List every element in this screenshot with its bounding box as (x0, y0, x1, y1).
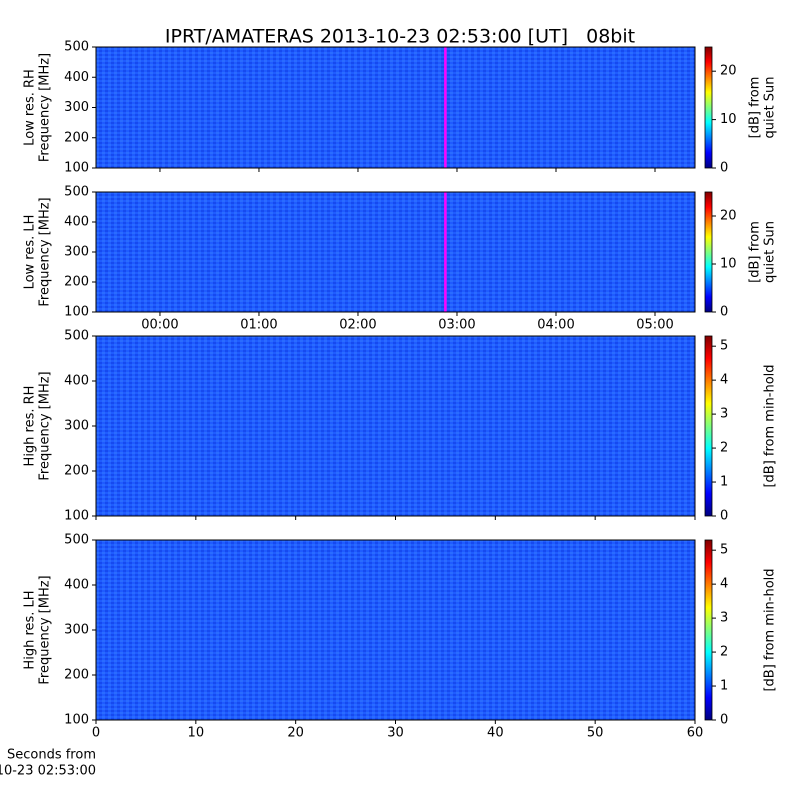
x-tick-label: 20 (287, 726, 304, 741)
y-tick-label: 300 (64, 419, 89, 434)
y-tick-label: 500 (64, 185, 89, 200)
x-tick-label: 00:00 (141, 318, 178, 333)
colorbar-label: quiet Sun (763, 76, 778, 138)
colorbar-tick-label: 3 (720, 407, 728, 422)
colorbar-label: [dB] from (748, 77, 763, 139)
y-tick-label: 100 (64, 161, 89, 176)
y-axis-label: High res. RH (23, 386, 38, 467)
y-tick-label: 300 (64, 100, 89, 115)
y-tick-label: 300 (64, 245, 89, 260)
colorbar-tick-label: 0 (720, 509, 728, 524)
colorbar-tick-label: 20 (720, 64, 737, 79)
x-tick-label: 03:00 (438, 318, 475, 333)
y-tick-label: 400 (64, 70, 89, 85)
y-axis-label: Low res. LH (23, 215, 38, 290)
colorbar-tick-label: 0 (720, 305, 728, 320)
colorbar-tick-label: 1 (720, 475, 728, 490)
y-tick-label: 200 (64, 464, 89, 479)
y-tick-label: 100 (64, 509, 89, 524)
y-tick-label: 500 (64, 533, 89, 548)
y-tick-label: 300 (64, 623, 89, 638)
y-tick-label: 500 (64, 329, 89, 344)
colorbar (704, 539, 713, 721)
x-tick-label: 0 (92, 726, 100, 741)
y-tick-label: 400 (64, 374, 89, 389)
x-tick-label: 10 (188, 726, 205, 741)
x-axis-label: 2013-10-23 02:53:00 (0, 764, 96, 779)
x-tick-label: 60 (687, 726, 704, 741)
y-tick-label: 100 (64, 305, 89, 320)
y-tick-label: 400 (64, 215, 89, 230)
colorbar (704, 191, 713, 313)
x-tick-label: 30 (387, 726, 404, 741)
colorbar-label: [dB] from min-hold (763, 364, 778, 487)
colorbar-label: [dB] from min-hold (763, 568, 778, 691)
colorbar-tick-label: 5 (720, 543, 728, 558)
y-axis-label: Frequency [MHz] (38, 575, 53, 684)
y-axis-label: Frequency [MHz] (38, 197, 53, 306)
colorbar (704, 335, 713, 517)
colorbar-tick-label: 0 (720, 161, 728, 176)
colorbar-tick-label: 4 (720, 577, 728, 592)
colorbar-label: [dB] from (748, 221, 763, 283)
colorbar-label: quiet Sun (763, 221, 778, 283)
y-tick-label: 400 (64, 578, 89, 593)
colorbar-tick-label: 5 (720, 339, 728, 354)
y-tick-label: 100 (64, 713, 89, 728)
spectrogram (96, 540, 695, 720)
y-axis-label: Low res. RH (23, 69, 38, 146)
y-axis-label: High res. LH (23, 590, 38, 669)
x-tick-label: 50 (587, 726, 604, 741)
colorbar-tick-label: 2 (720, 645, 728, 660)
x-tick-label: 02:00 (339, 318, 376, 333)
colorbar-tick-label: 4 (720, 373, 728, 388)
y-axis-label: Frequency [MHz] (38, 53, 53, 162)
y-axis-label: Frequency [MHz] (38, 371, 53, 480)
x-tick-label: 40 (487, 726, 504, 741)
spectrogram (96, 47, 695, 168)
colorbar-tick-label: 1 (720, 679, 728, 694)
spectrogram (96, 336, 695, 516)
colorbar (704, 46, 713, 169)
x-tick-label: 01:00 (240, 318, 277, 333)
colorbar-tick-label: 3 (720, 611, 728, 626)
spectrogram (96, 192, 695, 312)
x-axis-label: Seconds from (7, 748, 96, 763)
colorbar-tick-label: 10 (720, 112, 737, 127)
x-tick-label: 04:00 (537, 318, 574, 333)
x-tick-label: 05:00 (636, 318, 673, 333)
colorbar-tick-label: 2 (720, 441, 728, 456)
colorbar-tick-label: 10 (720, 257, 737, 272)
y-tick-label: 200 (64, 668, 89, 683)
colorbar-tick-label: 0 (720, 713, 728, 728)
colorbar-tick-label: 20 (720, 209, 737, 224)
figure-title: IPRT/AMATERAS 2013-10-23 02:53:00 [UT] 0… (165, 26, 635, 48)
y-tick-label: 200 (64, 275, 89, 290)
y-tick-label: 200 (64, 130, 89, 145)
y-tick-label: 500 (64, 40, 89, 55)
